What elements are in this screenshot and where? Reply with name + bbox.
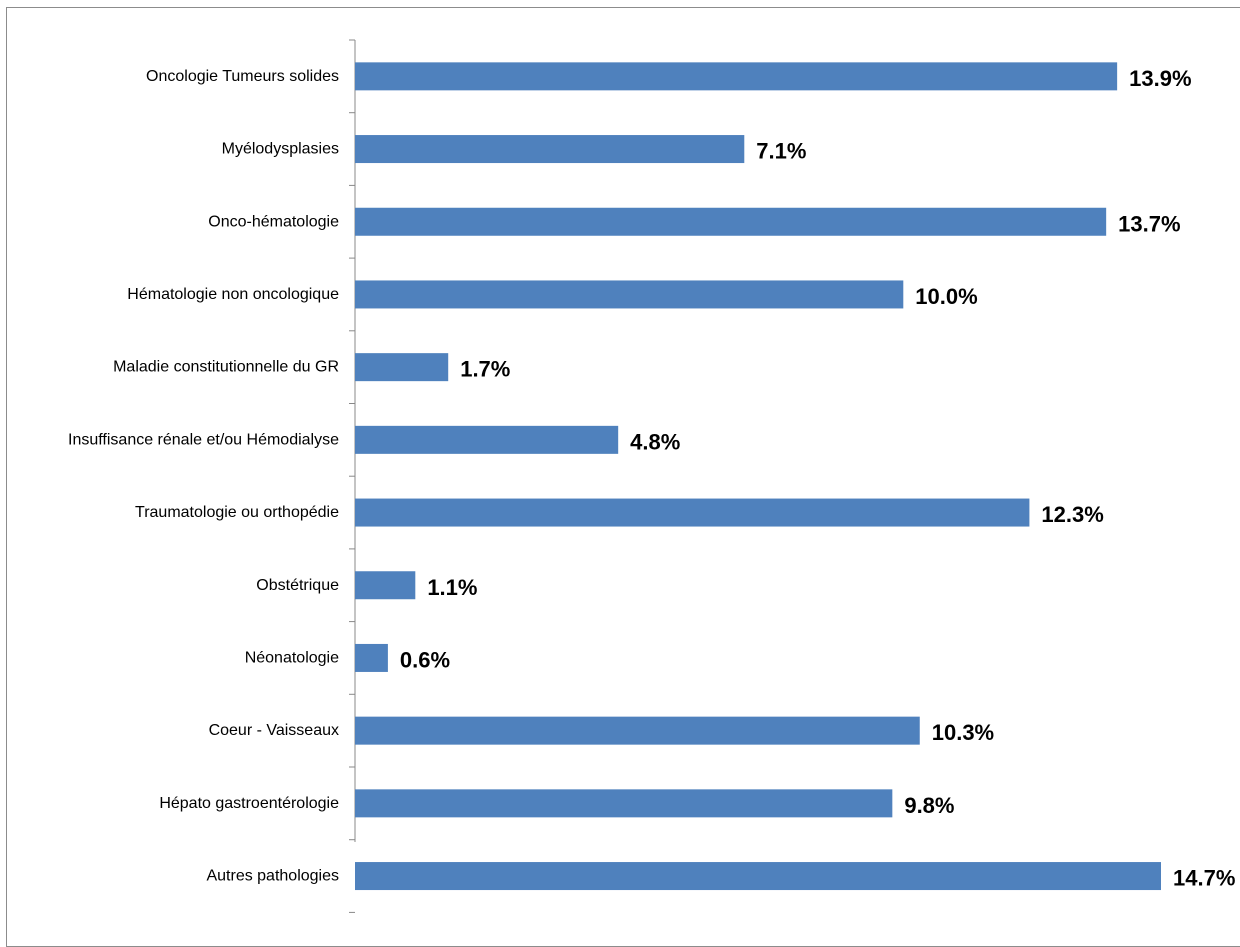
bar — [355, 498, 1030, 527]
value-label: 1.1% — [427, 575, 477, 600]
value-label: 14.7% — [1173, 866, 1235, 891]
value-label: 10.3% — [932, 720, 994, 745]
value-label: 13.9% — [1129, 66, 1191, 91]
category-labels: Oncologie Tumeurs solides Myélodysplasies… — [68, 68, 339, 885]
value-label: 1.7% — [460, 357, 510, 382]
category-label: Obstétrique — [256, 577, 339, 594]
bar — [355, 207, 1107, 236]
bar — [355, 643, 388, 672]
bar — [355, 425, 619, 454]
bar — [355, 280, 904, 309]
category-label: Coeur - Vaisseaux — [209, 722, 339, 739]
bar — [355, 862, 1161, 891]
value-labels: 13.9% 7.1% 13.7% 10.0% 1.7% 4.8% 12.3% 1.1% 0.6%… — [400, 66, 1235, 891]
y-axis-ticks — [349, 39, 355, 913]
chart-frame: Oncologie Tumeurs solides Myélodysplasies… — [6, 7, 1240, 947]
category-label: Hépato gastroentérologie — [159, 795, 339, 812]
category-label: Autres pathologies — [206, 868, 339, 885]
bar — [355, 789, 893, 818]
value-label: 9.8% — [904, 793, 954, 818]
value-label: 4.8% — [630, 429, 680, 454]
category-label: Insuffisance rénale et/ou Hémodialyse — [68, 431, 339, 448]
value-label: 12.3% — [1041, 502, 1103, 527]
value-label: 10.0% — [915, 284, 977, 309]
bar-chart: Oncologie Tumeurs solides Myélodysplasies… — [68, 39, 1235, 913]
value-label: 0.6% — [400, 647, 450, 672]
category-label: Traumatologie ou orthopédie — [135, 504, 339, 521]
bar — [355, 716, 920, 745]
bar — [355, 353, 449, 382]
category-label: Hématologie non oncologique — [127, 286, 339, 303]
category-label: Néonatologie — [245, 649, 339, 666]
category-label: Maladie constitutionnelle du GR — [113, 359, 339, 376]
bar — [355, 571, 416, 600]
value-label: 13.7% — [1118, 211, 1180, 236]
category-label: Oncologie Tumeurs solides — [146, 68, 339, 85]
bars — [355, 62, 1161, 891]
bar — [355, 135, 745, 164]
value-label: 7.1% — [756, 139, 806, 164]
category-label: Myélodysplasies — [222, 141, 339, 158]
bar — [355, 62, 1118, 91]
category-label: Onco-hématologie — [208, 213, 339, 230]
